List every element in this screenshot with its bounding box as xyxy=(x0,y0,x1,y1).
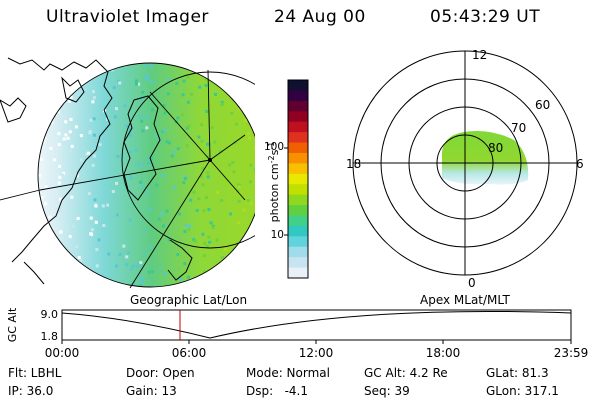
timeline-y-label: GC Alt xyxy=(6,307,19,342)
timeline-x-tick-1800: 18:00 xyxy=(426,346,461,360)
colorbar-swatch xyxy=(288,111,308,123)
orbit-altitude-timeline: Geographic Lat/Lon Apex MLat/MLT GC Alt … xyxy=(6,293,589,360)
colorbar-swatch xyxy=(288,246,308,258)
timeline-frame xyxy=(61,309,572,341)
colorbar-swatch xyxy=(288,142,308,154)
polar-mlat-mlt-panel: 12 18 6 0 60 70 80 Apex MLat/MLT xyxy=(346,48,584,290)
seq-readout: Seq: 39 xyxy=(364,384,410,398)
mlat-label-60: 60 xyxy=(535,98,550,112)
timeline-x-tick-2359: 23:59 xyxy=(554,346,589,360)
colorbar-swatch xyxy=(288,163,308,175)
timeline-x-tick-1200: 12:00 xyxy=(299,346,334,360)
geographic-pole-marker xyxy=(208,158,212,162)
colorbar-swatch xyxy=(288,173,308,185)
colorbar-swatch xyxy=(288,225,308,237)
instrument-title: Ultraviolet Imager xyxy=(46,7,209,27)
mlt-label-0: 0 xyxy=(468,276,476,290)
mode-readout: Mode: Normal xyxy=(246,366,330,380)
observation-time: 05:43:29 UT xyxy=(430,7,541,27)
coastline-outlines xyxy=(0,57,193,285)
colorbar-swatch xyxy=(288,132,308,144)
timeline-geo-caption: Geographic Lat/Lon xyxy=(130,293,247,307)
mlt-label-12: 12 xyxy=(472,48,487,62)
mlt-label-6: 6 xyxy=(576,157,584,171)
timeline-y-tick-max: 9.0 xyxy=(41,308,59,321)
glon-readout: GLon: 317.1 xyxy=(486,384,559,398)
mlt-label-18: 18 xyxy=(346,157,361,171)
altitude-curve xyxy=(61,310,572,339)
colorbar-swatch xyxy=(288,121,308,133)
mlat-label-70: 70 xyxy=(511,121,526,135)
colorbar-swatches xyxy=(288,80,308,279)
polar-grid xyxy=(352,50,578,276)
colorbar-swatch xyxy=(288,205,308,217)
colorbar-swatch xyxy=(288,194,308,206)
colorbar-swatch xyxy=(288,267,308,279)
gain-readout: Gain: 13 xyxy=(126,384,177,398)
intensity-colorbar: 100 10 photon cm-2s-1 xyxy=(264,79,309,279)
timeline-x-tick-0600: 06:00 xyxy=(172,346,207,360)
colorbar-swatch xyxy=(288,80,308,92)
colorbar-swatch xyxy=(288,184,308,196)
timeline-apex-caption: Apex MLat/MLT xyxy=(420,293,510,307)
colorbar-swatch xyxy=(288,236,308,248)
colorbar-swatch xyxy=(288,90,308,102)
colorbar-swatch xyxy=(288,257,308,269)
ip-readout: IP: 36.0 xyxy=(8,384,54,398)
colorbar-unit-label: photon cm-2s-1 xyxy=(267,142,281,223)
filter-readout: Flt: LBHL xyxy=(8,366,62,380)
colorbar-swatch xyxy=(288,215,308,227)
geographic-image-panel: Geographic Lat/Lon xyxy=(0,57,255,289)
timeline-x-tick-0000: 00:00 xyxy=(45,346,80,360)
timeline-y-tick-min: 1.8 xyxy=(41,330,59,343)
auroral-oval-emission xyxy=(441,131,529,185)
dsp-readout: Dsp: -4.1 xyxy=(246,384,309,398)
observation-date: 24 Aug 00 xyxy=(274,7,366,27)
colorbar-tick-100: 100 xyxy=(264,141,284,153)
colorbar-swatch xyxy=(288,152,308,164)
uv-emission-image xyxy=(38,63,255,287)
colorbar-tick-10: 10 xyxy=(271,229,284,241)
glat-readout: GLat: 81.3 xyxy=(486,366,549,380)
colorbar-swatch xyxy=(288,100,308,112)
gc-alt-readout: GC Alt: 4.2 Re xyxy=(364,366,448,380)
mlat-label-80: 80 xyxy=(488,141,503,155)
latlon-grid xyxy=(0,62,255,289)
colorbar-frame xyxy=(287,79,309,279)
door-readout: Door: Open xyxy=(126,366,195,380)
